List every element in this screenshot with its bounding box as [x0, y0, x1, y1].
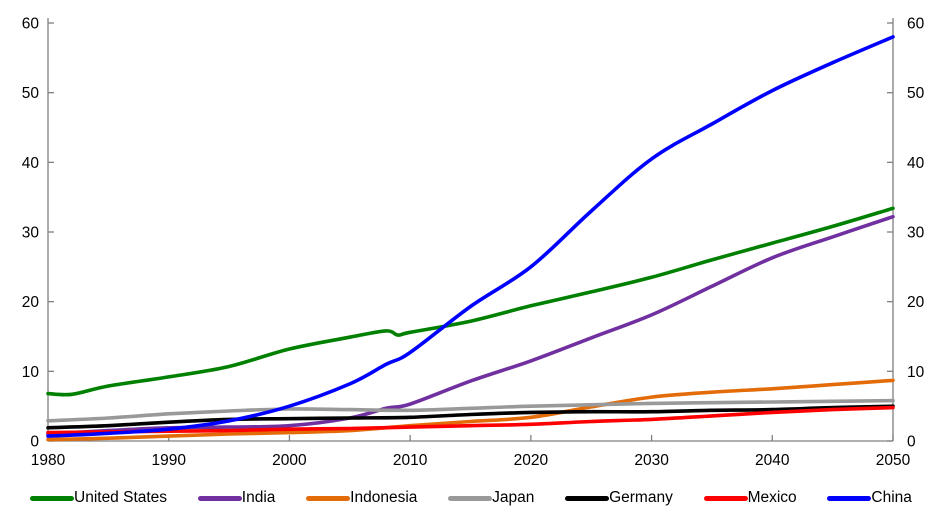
legend-label-germany: Germany [609, 489, 673, 507]
y-tick-label-left-10: 10 [22, 364, 40, 381]
legend-swatch-mexico [703, 495, 748, 501]
legend-swatch-india [197, 495, 242, 501]
legend-label-japan: Japan [492, 489, 535, 507]
x-tick-label-1990: 1990 [151, 452, 186, 469]
y-tick-label-left-50: 50 [22, 85, 40, 102]
x-tick-label-1980: 1980 [31, 452, 66, 469]
legend-label-mexico: Mexico [747, 489, 797, 507]
legend-swatch-united-states [30, 495, 74, 501]
legend-label-india: India [241, 489, 276, 507]
series-line-mexico [46, 405, 895, 435]
legend-item-indonesia: Indonesia [306, 490, 417, 506]
y-tick-label-right-40: 40 [907, 155, 925, 172]
x-tick-label-2030: 2030 [634, 452, 669, 469]
x-tick-label-2020: 2020 [514, 452, 549, 469]
series-line-japan [46, 398, 895, 423]
chart-legend: United States India Indonesia Japan Germany M… [30, 486, 912, 510]
x-tick-label-2010: 2010 [393, 452, 428, 469]
legend-item-mexico: Mexico [703, 489, 797, 507]
legend-item-germany: Germany [565, 490, 673, 506]
x-tick-label-2040: 2040 [755, 452, 790, 469]
legend-label-united-states: United States [74, 489, 168, 507]
y-tick-label-right-10: 10 [907, 364, 925, 381]
series-line-united-states [46, 206, 895, 397]
y-tick-label-right-20: 20 [907, 294, 925, 311]
y-tick-label-right-60: 60 [907, 16, 925, 33]
series-line-germany [46, 404, 895, 430]
y-tick-label-right-50: 50 [907, 85, 925, 102]
y-tick-label-left-30: 30 [22, 225, 40, 242]
legend-swatch-indonesia [306, 495, 351, 501]
legend-label-china: China [871, 489, 912, 507]
legend-item-india: India [197, 489, 276, 507]
legend-swatch-germany [565, 495, 610, 501]
y-tick-label-left-40: 40 [22, 155, 40, 172]
legend-swatch-china [827, 495, 872, 501]
x-tick-label-2050: 2050 [876, 452, 911, 469]
y-tick-label-left-0: 0 [30, 434, 39, 451]
y-tick-label-left-60: 60 [22, 16, 40, 33]
legend-swatch-japan [448, 495, 493, 501]
legend-item-china: China [827, 490, 912, 506]
legend-item-japan: Japan [448, 490, 534, 506]
y-tick-label-left-20: 20 [22, 294, 40, 311]
legend-label-indonesia: Indonesia [350, 489, 418, 507]
y-tick-label-right-0: 0 [907, 434, 916, 451]
series-line-indonesia [46, 378, 895, 442]
legend-item-united-states: United States [30, 490, 167, 506]
series-line-china [46, 35, 895, 438]
series-line-india [46, 214, 895, 436]
y-tick-label-right-30: 30 [907, 225, 925, 242]
x-tick-label-2000: 2000 [272, 452, 307, 469]
